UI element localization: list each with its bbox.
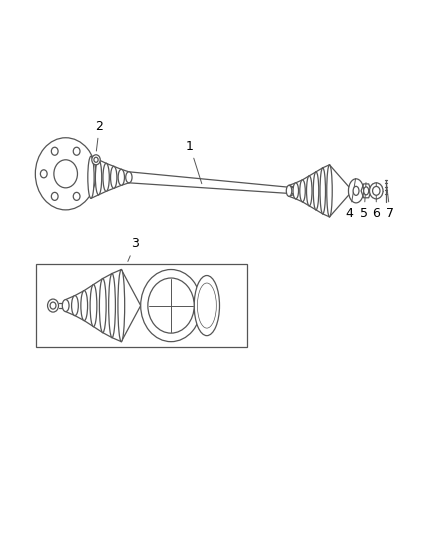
Ellipse shape	[81, 290, 88, 321]
Circle shape	[51, 192, 58, 200]
Text: 7: 7	[385, 183, 393, 220]
Ellipse shape	[99, 279, 106, 333]
Circle shape	[35, 138, 96, 210]
Ellipse shape	[197, 283, 216, 328]
Ellipse shape	[326, 165, 332, 217]
Circle shape	[92, 155, 100, 165]
Ellipse shape	[352, 187, 358, 196]
Circle shape	[148, 278, 194, 333]
Ellipse shape	[62, 300, 69, 312]
Ellipse shape	[293, 183, 298, 199]
Ellipse shape	[88, 156, 94, 198]
Ellipse shape	[103, 163, 109, 191]
Text: 1: 1	[186, 140, 201, 184]
Ellipse shape	[306, 176, 311, 206]
Ellipse shape	[71, 296, 78, 316]
Circle shape	[47, 299, 58, 312]
Ellipse shape	[348, 179, 363, 203]
Ellipse shape	[194, 276, 219, 336]
Circle shape	[51, 147, 58, 155]
Ellipse shape	[118, 270, 124, 342]
Circle shape	[73, 147, 80, 155]
Bar	[36, 264, 246, 346]
Ellipse shape	[90, 285, 97, 327]
Text: 2: 2	[95, 120, 103, 151]
Text: 5: 5	[359, 183, 367, 220]
Circle shape	[94, 157, 98, 162]
Text: 3: 3	[127, 238, 139, 261]
Circle shape	[54, 160, 77, 188]
Circle shape	[50, 302, 56, 309]
Ellipse shape	[319, 168, 325, 214]
Ellipse shape	[110, 166, 117, 188]
Ellipse shape	[125, 172, 132, 183]
Text: 4: 4	[345, 179, 355, 220]
Ellipse shape	[109, 273, 115, 337]
Ellipse shape	[363, 187, 368, 195]
Circle shape	[369, 183, 382, 199]
Text: 6: 6	[371, 183, 379, 220]
Circle shape	[40, 170, 47, 178]
Circle shape	[140, 270, 201, 342]
Ellipse shape	[313, 172, 318, 210]
Ellipse shape	[286, 185, 291, 196]
Ellipse shape	[299, 180, 304, 202]
Circle shape	[73, 192, 80, 200]
Ellipse shape	[118, 169, 124, 185]
Ellipse shape	[95, 160, 102, 195]
Circle shape	[372, 187, 379, 195]
